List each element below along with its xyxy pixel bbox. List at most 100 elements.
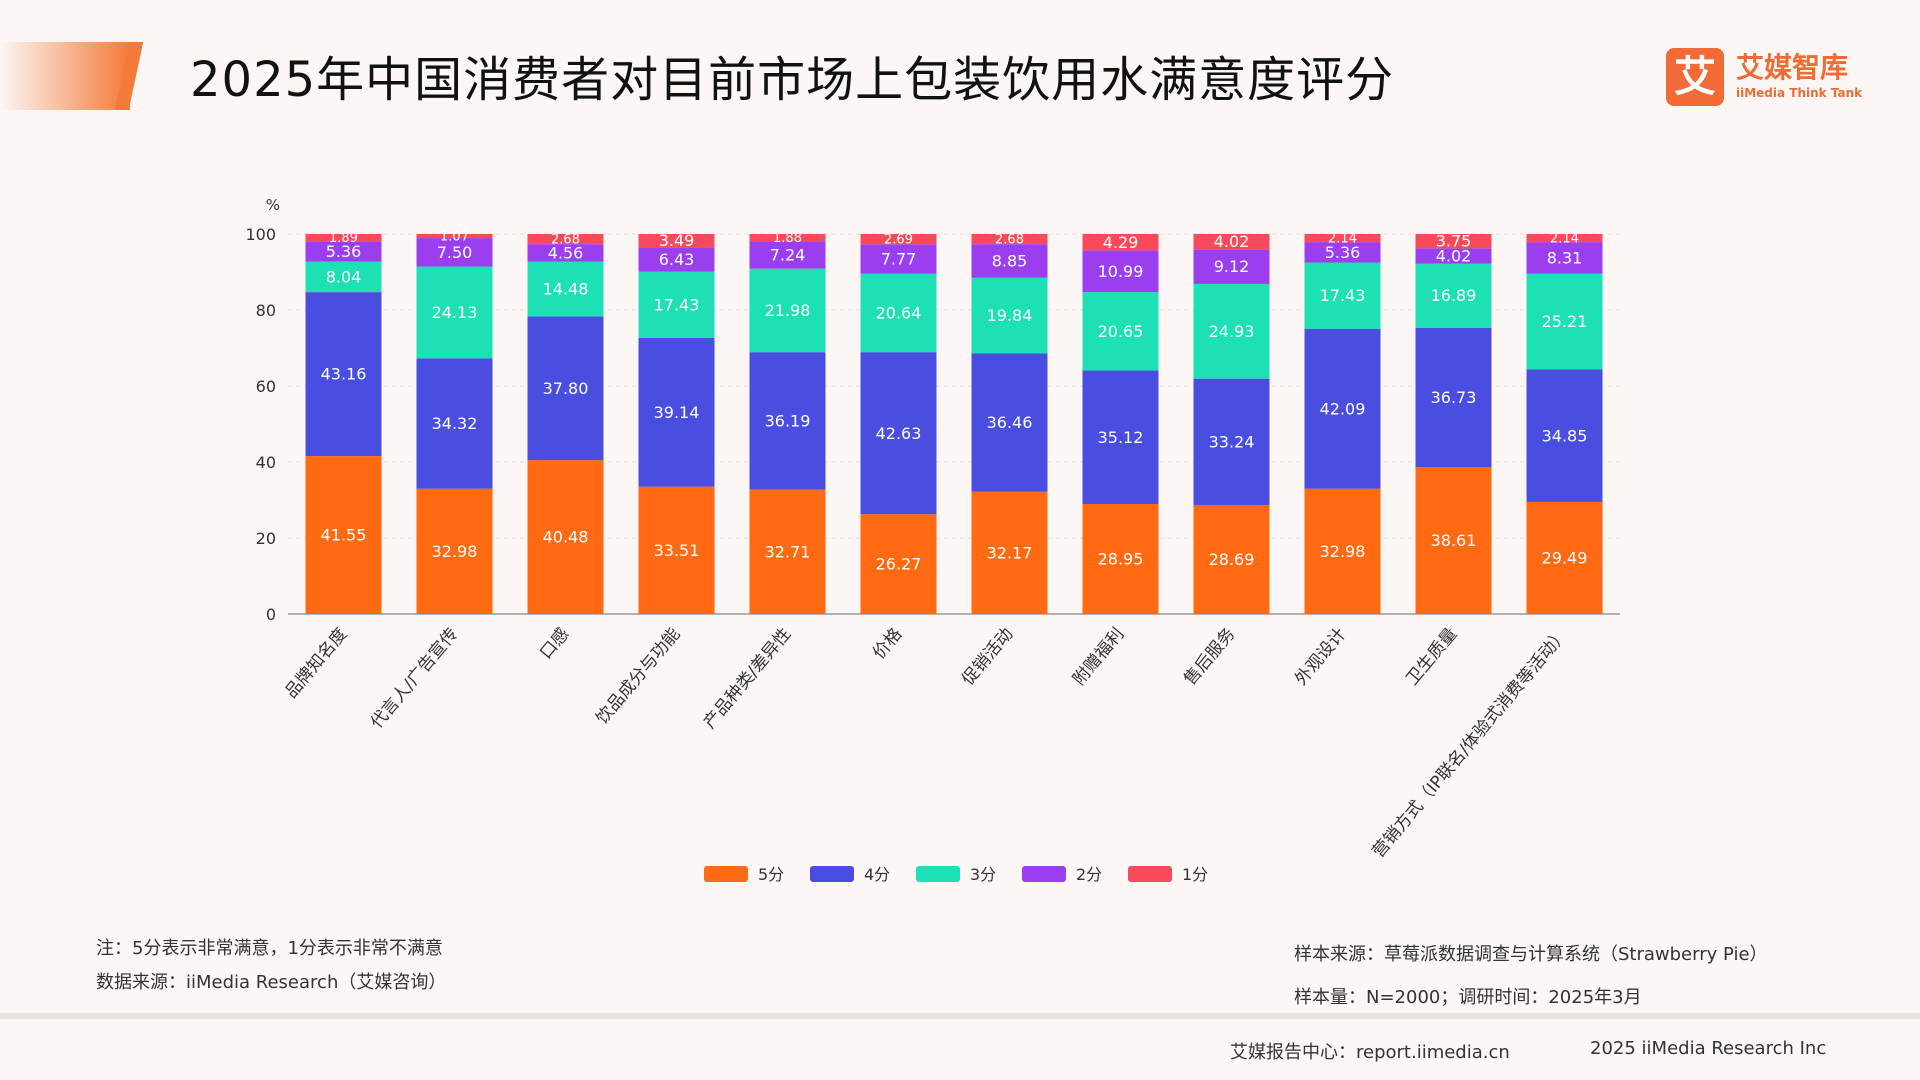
legend-swatch (916, 866, 960, 882)
bar-data-label: 42.63 (876, 424, 922, 443)
bar-segment (749, 234, 826, 242)
bar-data-label: 1.88 (773, 231, 802, 246)
bar-segment (416, 358, 493, 489)
x-tick-label: 价格 (869, 624, 906, 663)
bar-segment (1193, 234, 1270, 250)
bar-data-label: 33.51 (654, 541, 700, 560)
bar-data-label: 36.73 (1431, 388, 1477, 407)
bar-data-label: 3.75 (1436, 232, 1472, 251)
bar-segment (1193, 504, 1270, 614)
bar-segment (1082, 234, 1159, 251)
x-tick-label: 外观设计 (1291, 624, 1350, 689)
bar-data-label: 4.02 (1436, 246, 1472, 265)
bar-segment (860, 234, 937, 245)
bar-segment (527, 460, 604, 614)
bar-data-label: 10.99 (1098, 262, 1144, 281)
title-accent-band (0, 42, 130, 110)
bar-data-label: 42.09 (1320, 399, 1366, 418)
bar-data-label: 36.46 (987, 413, 1033, 432)
footnote-data-source: 数据来源：iiMedia Research（艾媒咨询） (96, 972, 447, 993)
footnote-sample-source: 样本来源：草莓派数据调查与计算系统（Strawberry Pie） (1294, 944, 1768, 965)
bar-segment (1415, 248, 1492, 264)
bar-segment (860, 352, 937, 515)
y-axis-unit-label: % (266, 196, 280, 214)
brand-logo: 艾 艾媒智库 iiMedia Think Tank (1666, 46, 1866, 108)
bar-segment (1082, 292, 1159, 371)
bar-segment (638, 337, 715, 487)
bar-segment (638, 486, 715, 614)
bar-segment (971, 353, 1048, 492)
bar-data-label: 37.80 (543, 379, 589, 398)
bar-data-label: 1.89 (329, 231, 358, 246)
bar-data-label: 7.50 (437, 243, 473, 262)
bar-data-label: 28.69 (1209, 550, 1255, 569)
legend-entry-label: 3分 (970, 865, 996, 884)
y-tick-label-1: 20 (256, 529, 276, 548)
bar-segment (1304, 234, 1381, 243)
bar-segment (1082, 370, 1159, 504)
x-tick-label: 营销方式（IP联名/体验式消费等活动） (1369, 624, 1573, 861)
bar-segment (1193, 283, 1270, 379)
bar-data-label: 24.13 (432, 303, 478, 322)
x-tick-label: 饮品成分与功能 (593, 624, 685, 728)
bar-data-label: 20.65 (1098, 322, 1144, 341)
bar-data-label: 5.36 (1325, 243, 1361, 262)
bar-segment (1304, 328, 1381, 489)
bar-data-label: 38.61 (1431, 531, 1477, 550)
bar-data-label: 28.95 (1098, 550, 1144, 569)
bar-segment (1415, 234, 1492, 249)
bar-data-label: 40.48 (543, 528, 589, 547)
bar-segment (1082, 250, 1159, 293)
bar-data-label: 2.14 (1328, 232, 1357, 247)
logo-mark-icon: 艾 (1666, 48, 1724, 106)
footer-report-center-link[interactable]: 艾媒报告中心：report.iimedia.cn (1230, 1042, 1510, 1063)
bar-data-label: 17.43 (654, 295, 700, 314)
bar-segment (1526, 501, 1603, 614)
bar-data-label: 2.14 (1550, 232, 1579, 247)
bar-segment (1415, 327, 1492, 468)
bar-segment (860, 244, 937, 274)
y-tick-label-3: 60 (256, 377, 276, 396)
x-tick-label: 促销活动 (958, 624, 1017, 689)
bar-segment (638, 247, 715, 272)
page-title: 2025年中国消费者对目前市场上包装饮用水满意度评分 (190, 52, 1395, 108)
bar-data-label: 32.98 (1320, 542, 1366, 561)
bar-data-label: 2.68 (551, 233, 580, 248)
bar-segment (1526, 273, 1603, 370)
bar-segment (638, 234, 715, 248)
bar-data-label: 17.43 (1320, 286, 1366, 305)
y-tick-label-2: 40 (256, 453, 276, 472)
bar-data-label: 3.49 (659, 231, 695, 250)
bar-segment (1526, 369, 1603, 502)
bar-data-label: 5.36 (326, 242, 362, 261)
bar-segment (305, 261, 382, 293)
x-tick-label: 售后服务 (1180, 624, 1239, 689)
bar-data-label: 34.32 (432, 414, 478, 433)
stacked-bar-chart: 020406080100%41.5543.168.045.361.89品牌知名度… (245, 196, 1620, 884)
bar-segment (749, 352, 826, 490)
bar-segment (416, 238, 493, 267)
bar-data-label: 41.55 (321, 526, 367, 545)
y-tick-label-0: 0 (266, 605, 276, 624)
bar-segment (416, 488, 493, 614)
bar-segment (305, 241, 382, 262)
bar-segment (305, 292, 382, 457)
x-tick-label: 口感 (536, 624, 573, 663)
bar-data-label: 32.98 (432, 542, 478, 561)
bar-segment (860, 514, 937, 614)
bar-segment (971, 277, 1048, 354)
bar-segment (860, 273, 937, 353)
bar-segment (1193, 378, 1270, 505)
bar-data-label: 25.21 (1542, 312, 1588, 331)
bar-data-label: 2.69 (884, 233, 913, 248)
bar-data-label: 8.04 (326, 267, 362, 286)
bar-segment (1415, 263, 1492, 328)
bar-segment (971, 234, 1048, 245)
bar-segment (416, 234, 493, 239)
bar-data-label: 1.07 (440, 230, 469, 245)
bar-data-label: 32.17 (987, 543, 1033, 562)
legend-entry-label: 2分 (1076, 865, 1102, 884)
bar-segment (1082, 503, 1159, 614)
bar-data-label: 8.31 (1547, 249, 1583, 268)
bar-segment (305, 456, 382, 614)
